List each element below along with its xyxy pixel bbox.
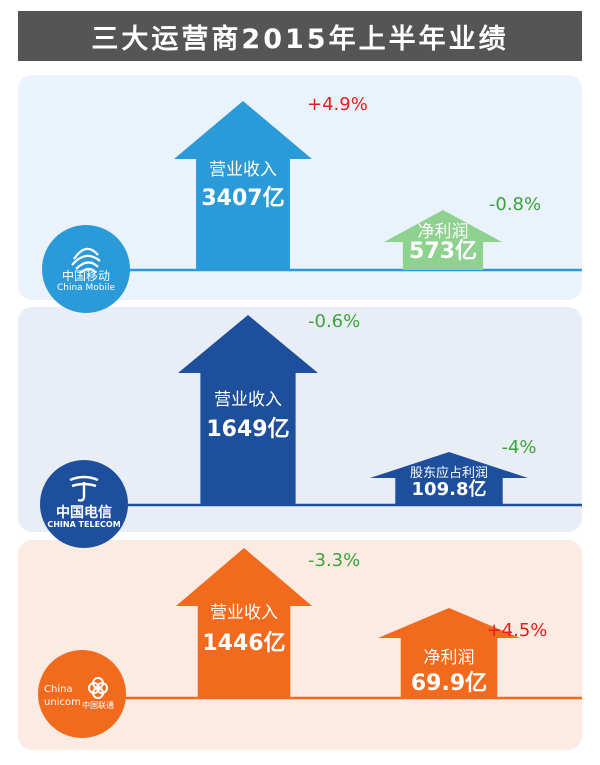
unicom-revenue-value: 1446亿 [202,631,285,656]
telecom-profit-bar [370,452,528,505]
unicom-revenue-label: 营业收入 [210,603,278,623]
title-bar: 三大运营商2015年上半年业绩 [18,11,582,61]
china-telecom-name-en: CHINA TELECOM [47,520,121,529]
page-title: 三大运营商2015年上半年业绩 [91,23,509,55]
mobile-revenue-bar [174,101,312,270]
mobile-revenue-label: 营业收入 [209,160,277,180]
telecom-revenue-bar [178,315,318,505]
china-mobile-logo: 中国移动 China Mobile [42,225,130,313]
china-unicom-name-en-1: China [44,684,73,695]
china-unicom-name-zh: 中国联通 [82,701,114,710]
china-mobile-name-en: China Mobile [56,283,116,293]
china-unicom-knot-icon [88,677,108,699]
china-mobile-swirl-icon [71,247,101,274]
mobile-profit-bar [384,210,502,270]
unicom-profit-bar [378,608,520,698]
telecom-profit-value: 109.8亿 [412,478,487,500]
mobile-profit-change: -0.8% [489,194,541,215]
china-telecom-logo: 中国电信 CHINA TELECOM [40,460,128,548]
unicom-profit-value: 69.9亿 [411,671,487,696]
mobile-profit-label: 净利润 [418,222,469,242]
unicom-profit-change: +4.5% [487,620,548,641]
unicom-profit-label: 净利润 [424,648,475,668]
telecom-revenue-label: 营业收入 [214,390,282,410]
china-unicom-logo: China unicom 中国联通 [38,650,126,738]
telecom-revenue-change: -0.6% [308,311,360,332]
mobile-revenue-value: 3407亿 [201,186,284,211]
china-telecom-name-zh: 中国电信 [56,505,112,521]
unicom-revenue-change: -3.3% [308,550,360,571]
telecom-revenue-value: 1649亿 [206,417,289,442]
unicom-revenue-bar [176,548,312,698]
telecom-profit-change: -4% [501,437,536,458]
mobile-profit-value: 573亿 [409,239,477,264]
telecom-profit-label: 股东应占利润 [410,465,488,481]
china-telecom-wave-icon [69,475,99,502]
china-unicom-name-en-2: unicom [44,697,81,708]
china-mobile-name-zh: 中国移动 [61,269,110,283]
mobile-revenue-change: +4.9% [307,94,368,115]
